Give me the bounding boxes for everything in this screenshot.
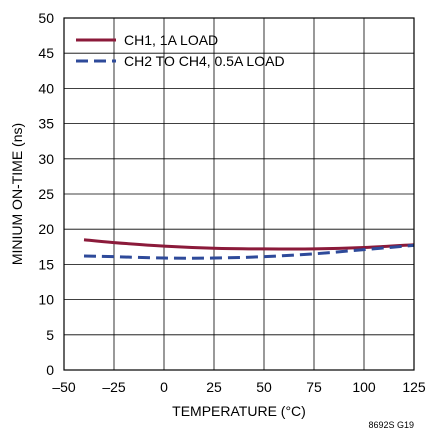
series-line-2: [83, 243, 415, 260]
x-tick-label: –25: [102, 379, 126, 395]
y-tick-label: 15: [38, 256, 54, 272]
legend: CH1, 1A LOAD CH2 TO CH4, 0.5A LOAD: [76, 32, 285, 69]
y-tick-label: 35: [38, 116, 54, 132]
plot-frame: [63, 17, 415, 371]
figure-id: 8692S G19: [368, 420, 414, 430]
grid: [63, 17, 415, 371]
x-axis-label: TEMPERATURE (°C): [172, 403, 306, 419]
x-tick-label: 50: [256, 379, 272, 395]
y-tick-label: 20: [38, 221, 54, 237]
series-group: [83, 238, 415, 260]
y-tick-label: 30: [38, 151, 54, 167]
x-tick-label: –50: [52, 379, 76, 395]
y-tick-label: 45: [38, 45, 54, 61]
legend-label-1: CH1, 1A LOAD: [124, 32, 218, 48]
y-tick-label: 25: [38, 186, 54, 202]
y-tick-labels: 0 5 10 15 20 25 30 35 40 45 50: [38, 10, 54, 378]
y-tick-label: 10: [38, 292, 54, 308]
x-tick-label: 125: [402, 379, 426, 395]
y-tick-label: 0: [46, 362, 54, 378]
y-tick-label: 5: [46, 327, 54, 343]
series-line-1: [83, 238, 415, 251]
y-axis-label: MINIUM ON-TIME (ns): [9, 123, 25, 265]
y-tick-label: 40: [38, 80, 54, 96]
x-tick-label: 75: [306, 379, 322, 395]
y-tick-label: 50: [38, 10, 54, 26]
x-tick-label: 0: [160, 379, 168, 395]
x-tick-label: 25: [206, 379, 222, 395]
x-tick-labels: –50 –25 0 25 50 75 100 125: [52, 379, 426, 395]
x-tick-label: 100: [352, 379, 376, 395]
legend-label-2: CH2 TO CH4, 0.5A LOAD: [124, 53, 285, 69]
